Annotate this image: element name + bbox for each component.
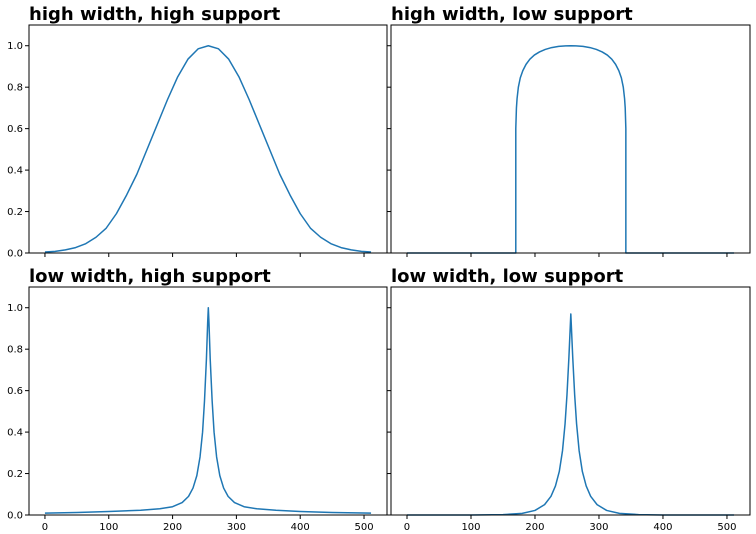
x-tick-label: 200 — [525, 522, 544, 533]
x-tick-label: 300 — [589, 522, 608, 533]
y-tick-label: 0.0 — [7, 249, 23, 260]
axes-frame — [28, 24, 388, 254]
y-tick-label: 0.2 — [7, 469, 23, 480]
y-tick-label: 0.4 — [7, 428, 23, 439]
x-tick-label: 100 — [461, 522, 480, 533]
x-tick-label: 200 — [163, 522, 182, 533]
y-tick-label: 0.8 — [7, 83, 23, 94]
series-line — [44, 44, 372, 253]
x-tick-label: 500 — [354, 522, 373, 533]
x-tick-label: 400 — [653, 522, 672, 533]
y-tick-label: 1.0 — [7, 41, 23, 52]
x-tick-label: 400 — [291, 522, 310, 533]
y-tick-label: 0.8 — [7, 345, 23, 356]
series-line — [44, 306, 372, 514]
panel-title: low width, high support — [29, 266, 271, 287]
axes-frame — [28, 286, 388, 516]
x-tick-label: 500 — [717, 522, 736, 533]
panel-title: low width, low support — [391, 266, 624, 287]
y-tick-label: 0.4 — [7, 166, 23, 177]
series-line — [407, 313, 734, 516]
y-tick-label: 1.0 — [7, 303, 23, 314]
y-tick-label: 0.0 — [7, 511, 23, 522]
series-line — [407, 44, 734, 254]
x-tick-label: 0 — [42, 522, 48, 533]
panel-1: high width, high support 0.0 0.2 0.4 0.6 0.8 1… — [7, 4, 388, 260]
x-tick-label: 0 — [404, 522, 410, 533]
panel-title: high width, high support — [29, 4, 281, 25]
axes-frame — [390, 286, 751, 516]
y-tick-label: 0.2 — [7, 207, 23, 218]
axes-frame — [390, 24, 751, 254]
y-tick-label: 0.6 — [7, 124, 23, 135]
panel-3: low width, high support 0 100 200 300 400 500 0… — [7, 266, 388, 533]
x-tick-label: 300 — [227, 522, 246, 533]
x-tick-label: 100 — [99, 522, 118, 533]
panel-2: high width, low support — [387, 4, 751, 257]
y-tick-label: 0.6 — [7, 386, 23, 397]
panel-title: high width, low support — [391, 4, 633, 25]
panel-4: low width, low support 0 100 200 300 400 500 — [387, 266, 751, 533]
